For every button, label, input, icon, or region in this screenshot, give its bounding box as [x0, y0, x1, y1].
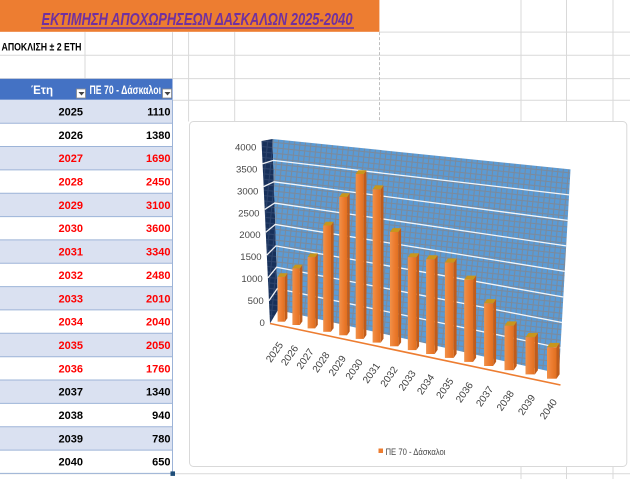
svg-text:Έτη: Έτη	[31, 85, 53, 97]
svg-text:780: 780	[152, 433, 170, 445]
svg-text:1760: 1760	[146, 363, 170, 375]
svg-text:2040: 2040	[146, 317, 170, 329]
svg-text:2000: 2000	[239, 230, 260, 241]
svg-text:3000: 3000	[237, 186, 258, 197]
svg-text:650: 650	[152, 457, 170, 469]
svg-text:2033: 2033	[59, 293, 83, 305]
svg-text:2010: 2010	[146, 293, 170, 305]
svg-text:ΑΠΟΚΛΙΣΗ ± 2 ΕΤΗ: ΑΠΟΚΛΙΣΗ ± 2 ΕΤΗ	[2, 42, 82, 54]
svg-text:1380: 1380	[146, 130, 170, 142]
svg-text:2039: 2039	[59, 433, 83, 445]
svg-text:2038: 2038	[59, 410, 83, 422]
svg-text:1340: 1340	[146, 387, 170, 399]
svg-text:2026: 2026	[59, 130, 83, 142]
svg-text:2025: 2025	[59, 107, 83, 119]
svg-text:1690: 1690	[146, 153, 170, 165]
svg-text:0: 0	[259, 318, 264, 329]
svg-text:2034: 2034	[59, 317, 84, 329]
svg-text:2050: 2050	[146, 340, 170, 352]
svg-text:2035: 2035	[59, 340, 83, 352]
svg-text:1500: 1500	[240, 252, 261, 263]
svg-text:2037: 2037	[59, 387, 83, 399]
svg-text:3500: 3500	[236, 165, 257, 176]
svg-text:2029: 2029	[59, 200, 83, 212]
svg-text:2036: 2036	[59, 363, 83, 375]
svg-text:1000: 1000	[241, 274, 262, 285]
svg-text:3340: 3340	[146, 247, 170, 259]
svg-text:1110: 1110	[147, 107, 170, 119]
svg-text:2028: 2028	[59, 177, 83, 189]
svg-text:940: 940	[152, 410, 170, 422]
svg-text:500: 500	[248, 296, 264, 307]
svg-text:2480: 2480	[146, 270, 170, 282]
svg-text:2040: 2040	[59, 457, 83, 469]
svg-text:2500: 2500	[238, 208, 259, 219]
svg-text:4000: 4000	[235, 143, 256, 154]
svg-text:2030: 2030	[59, 223, 83, 235]
svg-text:2031: 2031	[59, 247, 83, 259]
svg-text:2450: 2450	[146, 177, 170, 189]
svg-text:ΠΕ 70 - Δάσκαλοι: ΠΕ 70 - Δάσκαλοι	[90, 85, 162, 97]
svg-text:ΠΕ 70 - Δάσκαλοι: ΠΕ 70 - Δάσκαλοι	[386, 447, 446, 458]
svg-text:2027: 2027	[59, 153, 83, 165]
svg-text:3100: 3100	[146, 200, 170, 212]
svg-text:3600: 3600	[146, 223, 170, 235]
svg-text:ΕΚΤΙΜΗΣΗ ΑΠΟΧΩΡΗΣΕΩΝ ΔΑΣΚΑΛΩΝ: ΕΚΤΙΜΗΣΗ ΑΠΟΧΩΡΗΣΕΩΝ ΔΑΣΚΑΛΩΝ 2025-2040	[42, 9, 353, 29]
svg-text:2032: 2032	[59, 270, 83, 282]
